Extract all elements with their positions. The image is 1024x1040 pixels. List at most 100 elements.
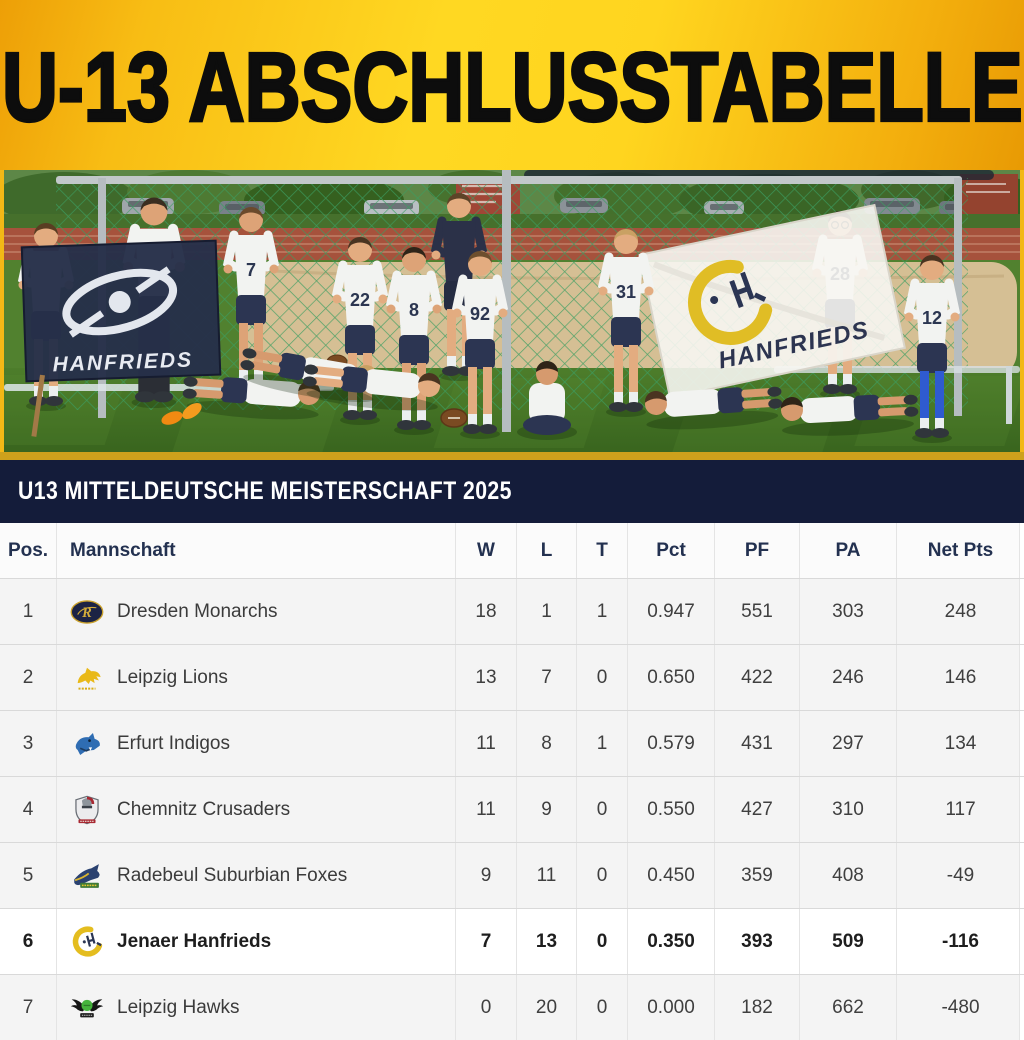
gold-divider <box>0 452 1024 460</box>
stat-cell-pf: 551 <box>715 579 800 644</box>
player-figure-lying <box>780 394 919 436</box>
banner: U-13 ABSCHLUSSTABELLE <box>0 0 1024 170</box>
col-header-team: Mannschaft <box>57 523 456 578</box>
team-logo-jenaer-hanfrieds-icon <box>70 925 104 959</box>
player-figure: 92 <box>451 251 509 439</box>
col-header-l: L <box>517 523 577 578</box>
col-header-pf: PF <box>715 523 800 578</box>
stat-cell-pct: 0.579 <box>628 711 715 776</box>
stat-cell-pf: 182 <box>715 975 800 1040</box>
standings-table: Pos. Mannschaft W L T Pct PF PA Net Pts 1 R Dresden… <box>0 523 1024 1040</box>
team-cell: Leipzig Hawks <box>57 975 456 1040</box>
table-row-chemnitz-crusaders: 4 Chemnitz Crusaders 11 9 0 0.550 427 310 117 <box>0 776 1024 842</box>
team-name: Leipzig Lions <box>117 666 228 688</box>
team-logo-chemnitz-crusaders-icon <box>70 793 104 827</box>
team-name: Jenaer Hanfrieds <box>117 930 272 952</box>
position-cell: 2 <box>0 645 57 710</box>
stat-cell-pct: 0.550 <box>628 777 715 842</box>
player-figure-lying <box>644 386 783 430</box>
svg-text:12: 12 <box>922 308 942 328</box>
table-row-leipzig-hawks: 7 Leipzig Hawks 0 20 0 0.000 182 662 -480 <box>0 974 1024 1040</box>
position-cell: 7 <box>0 975 57 1040</box>
stat-cell-l: 1 <box>517 579 577 644</box>
stat-cell-pf: 427 <box>715 777 800 842</box>
player-figure: 12 <box>903 255 961 443</box>
team-photo-frame: 28 HANFRIEDS HANFRIEDS 7 <box>0 170 1024 452</box>
stat-cell-pct: 0.450 <box>628 843 715 908</box>
stat-cell-net_pts: 117 <box>897 777 1024 842</box>
stat-cell-w: 7 <box>456 909 517 974</box>
table-row-radebeul-suburbian-foxes: 5 Radebeul Suburbian Foxes 9 11 0 0.450 359 408… <box>0 842 1024 908</box>
stat-cell-t: 1 <box>577 711 628 776</box>
stat-cell-w: 0 <box>456 975 517 1040</box>
football <box>440 408 468 428</box>
stat-cell-pct: 0.650 <box>628 645 715 710</box>
orange-cleats <box>161 403 202 425</box>
team-cell: Jenaer Hanfrieds <box>57 909 456 974</box>
stat-cell-t: 0 <box>577 975 628 1040</box>
team-logo-dresden-monarchs-icon: R <box>70 595 104 629</box>
stat-cell-w: 18 <box>456 579 517 644</box>
col-header-pa: PA <box>800 523 897 578</box>
team-logo-radebeul-suburbian-foxes-icon <box>70 859 104 893</box>
position-cell: 4 <box>0 777 57 842</box>
svg-text:R: R <box>81 605 92 621</box>
stat-cell-t: 0 <box>577 777 628 842</box>
flag-right: HANFRIEDS <box>638 203 906 399</box>
team-logo-leipzig-hawks-icon <box>70 991 104 1025</box>
flag-left: HANFRIEDS <box>20 239 222 383</box>
table-row-leipzig-lions: 2 Leipzig Lions 13 7 0 0.650 422 246 146 <box>0 644 1024 710</box>
svg-text:22: 22 <box>350 290 370 310</box>
col-header-w: W <box>456 523 517 578</box>
stat-cell-pa: 310 <box>800 777 897 842</box>
stat-cell-l: 9 <box>517 777 577 842</box>
table-header-row: Pos. Mannschaft W L T Pct PF PA Net Pts <box>0 523 1024 578</box>
stat-cell-pct: 0.350 <box>628 909 715 974</box>
player-figure-lying <box>182 376 321 420</box>
stat-cell-pa: 246 <box>800 645 897 710</box>
stat-cell-net_pts: 134 <box>897 711 1024 776</box>
team-cell: Chemnitz Crusaders <box>57 777 456 842</box>
stat-cell-w: 11 <box>456 711 517 776</box>
team-name: Erfurt Indigos <box>117 732 230 754</box>
team-name: Chemnitz Crusaders <box>117 798 291 820</box>
stat-cell-pa: 662 <box>800 975 897 1040</box>
banner-title: U-13 ABSCHLUSSTABELLE <box>0 32 1023 144</box>
stat-cell-pf: 422 <box>715 645 800 710</box>
svg-text:31: 31 <box>616 282 636 302</box>
table-row-erfurt-indigos: 3 Erfurt Indigos 11 8 1 0.579 431 297 134 <box>0 710 1024 776</box>
col-header-pct: Pct <box>628 523 715 578</box>
position-cell: 3 <box>0 711 57 776</box>
stat-cell-t: 0 <box>577 843 628 908</box>
team-name: Leipzig Hawks <box>117 996 240 1018</box>
stat-cell-pa: 297 <box>800 711 897 776</box>
team-cell: Erfurt Indigos <box>57 711 456 776</box>
stat-cell-l: 8 <box>517 711 577 776</box>
team-name: Radebeul Suburbian Foxes <box>117 864 348 886</box>
svg-text:8: 8 <box>409 300 419 320</box>
position-cell: 5 <box>0 843 57 908</box>
stat-cell-net_pts: -480 <box>897 975 1024 1040</box>
stat-cell-pct: 0.000 <box>628 975 715 1040</box>
stat-cell-pf: 431 <box>715 711 800 776</box>
stat-cell-pa: 509 <box>800 909 897 974</box>
player-figure-seated <box>517 361 577 440</box>
team-cell: R Dresden Monarchs <box>57 579 456 644</box>
stat-cell-l: 7 <box>517 645 577 710</box>
stat-cell-pa: 408 <box>800 843 897 908</box>
section-title: U13 MITTELDEUTSCHE MEISTERSCHAFT 2025 <box>18 477 512 505</box>
team-logo-leipzig-lions-icon <box>70 661 104 695</box>
stat-cell-w: 9 <box>456 843 517 908</box>
col-header-net_pts: Net Pts <box>897 523 1024 578</box>
stat-cell-pa: 303 <box>800 579 897 644</box>
col-header-t: T <box>577 523 628 578</box>
stat-cell-l: 13 <box>517 909 577 974</box>
stat-cell-t: 0 <box>577 909 628 974</box>
col-header-pos: Pos. <box>0 523 57 578</box>
stat-cell-w: 11 <box>456 777 517 842</box>
svg-text:92: 92 <box>470 304 490 324</box>
stat-cell-l: 11 <box>517 843 577 908</box>
player-figure: 31 <box>597 229 655 417</box>
stat-cell-t: 1 <box>577 579 628 644</box>
stat-cell-w: 13 <box>456 645 517 710</box>
